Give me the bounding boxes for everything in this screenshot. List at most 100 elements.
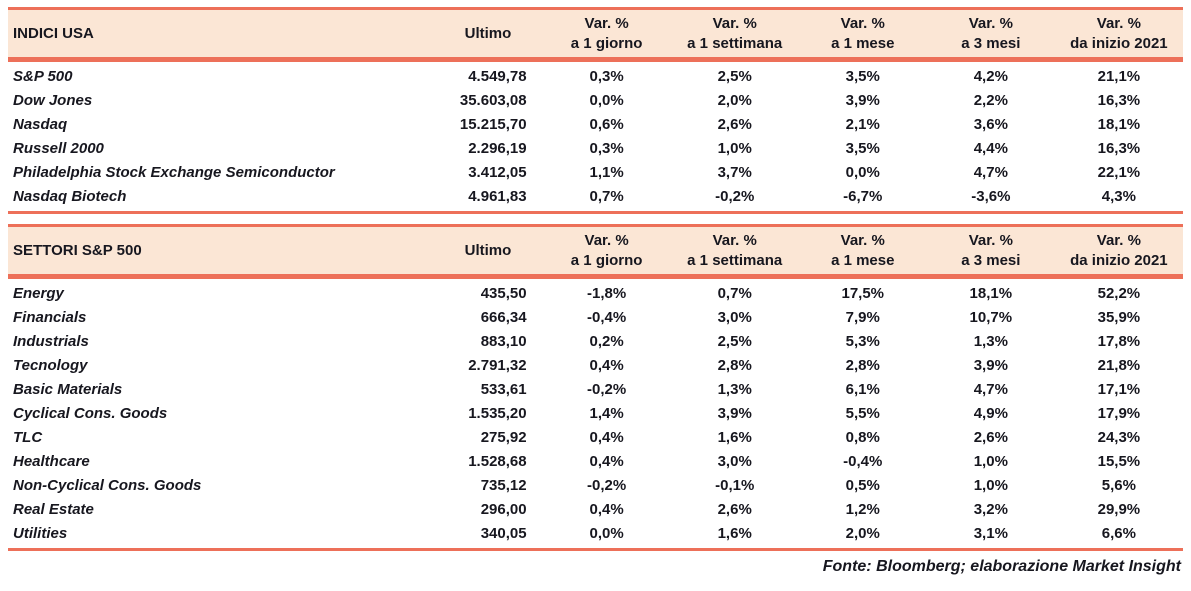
column-header-1-giorno: Var. % a 1 giorno bbox=[543, 14, 671, 54]
row-var-1-mese: 2,1% bbox=[845, 115, 880, 133]
period-label: a 1 settimana bbox=[687, 252, 783, 269]
row-var-1-giorno: 0,7% bbox=[589, 187, 624, 205]
table-settori-sp500: SETTORI S&P 500 Ultimo Var. % a 1 giorno… bbox=[8, 224, 1183, 551]
table-title: SETTORI S&P 500 bbox=[13, 242, 142, 259]
row-ultimo: 275,92 bbox=[480, 428, 527, 446]
row-ultimo: 435,50 bbox=[480, 284, 527, 302]
row-ultimo: 1.528,68 bbox=[468, 452, 527, 470]
row-var-1-mese: 1,2% bbox=[845, 500, 880, 518]
row-var-inizio-2021: 18,1% bbox=[1097, 115, 1141, 133]
row-var-1-mese: 7,9% bbox=[845, 308, 880, 326]
row-var-3-mesi: 18,1% bbox=[969, 284, 1013, 302]
row-ultimo: 296,00 bbox=[480, 500, 527, 518]
table-row: Nasdaq Biotech 4.961,83 0,7% -0,2% -6,7%… bbox=[8, 184, 1183, 208]
row-ultimo: 533,61 bbox=[480, 380, 527, 398]
table-row: Non-Cyclical Cons. Goods 735,12 -0,2% -0… bbox=[8, 473, 1183, 497]
table-row: S&P 500 4.549,78 0,3% 2,5% 3,5% 4,2% 21,… bbox=[8, 64, 1183, 88]
row-var-inizio-2021: 35,9% bbox=[1097, 308, 1141, 326]
row-var-1-mese: 3,5% bbox=[845, 139, 880, 157]
row-var-inizio-2021: 52,2% bbox=[1097, 284, 1141, 302]
column-header-3-mesi: Var. % a 3 mesi bbox=[927, 14, 1055, 54]
row-name: Basic Materials bbox=[13, 380, 123, 398]
row-var-inizio-2021: 21,1% bbox=[1097, 67, 1141, 85]
table-gap bbox=[8, 214, 1183, 224]
row-name: Philadelphia Stock Exchange Semiconducto… bbox=[13, 163, 335, 181]
row-var-inizio-2021: 22,1% bbox=[1097, 163, 1141, 181]
row-var-3-mesi: 1,3% bbox=[973, 332, 1008, 350]
row-var-1-settimana: 0,7% bbox=[717, 284, 752, 302]
row-name: Cyclical Cons. Goods bbox=[13, 404, 168, 422]
period-label: a 1 settimana bbox=[687, 35, 783, 52]
var-label: Var. % bbox=[968, 15, 1013, 32]
period-label: a 1 giorno bbox=[570, 35, 643, 52]
period-label: da inizio 2021 bbox=[1070, 252, 1168, 269]
row-var-1-mese: 3,5% bbox=[845, 67, 880, 85]
row-var-1-giorno: 1,4% bbox=[589, 404, 624, 422]
row-var-1-giorno: -1,8% bbox=[587, 284, 627, 302]
row-ultimo: 35.603,08 bbox=[459, 91, 527, 109]
row-ultimo: 883,10 bbox=[480, 332, 527, 350]
column-header-inizio-2021: Var. % da inizio 2021 bbox=[1055, 231, 1183, 271]
row-var-3-mesi: 4,7% bbox=[973, 380, 1008, 398]
row-name: Nasdaq bbox=[13, 115, 68, 133]
row-var-1-settimana: -0,1% bbox=[715, 476, 755, 494]
row-var-1-giorno: -0,4% bbox=[587, 308, 627, 326]
row-var-inizio-2021: 17,8% bbox=[1097, 332, 1141, 350]
table-header-settori-sp500: SETTORI S&P 500 Ultimo Var. % a 1 giorno… bbox=[8, 224, 1183, 274]
row-var-1-settimana: 2,6% bbox=[717, 500, 752, 518]
row-var-1-mese: 5,3% bbox=[845, 332, 880, 350]
row-var-1-settimana: 1,3% bbox=[717, 380, 752, 398]
column-header-1-settimana: Var. % a 1 settimana bbox=[671, 14, 799, 54]
row-ultimo: 735,12 bbox=[480, 476, 527, 494]
table-row: Russell 2000 2.296,19 0,3% 1,0% 3,5% 4,4… bbox=[8, 136, 1183, 160]
row-var-1-giorno: 0,4% bbox=[589, 356, 624, 374]
row-name: Russell 2000 bbox=[13, 139, 104, 157]
row-var-inizio-2021: 29,9% bbox=[1097, 500, 1141, 518]
row-var-inizio-2021: 24,3% bbox=[1097, 428, 1141, 446]
row-var-1-mese: 3,9% bbox=[845, 91, 880, 109]
row-var-3-mesi: 4,4% bbox=[973, 139, 1008, 157]
var-label: Var. % bbox=[712, 15, 757, 32]
table-row: Nasdaq 15.215,70 0,6% 2,6% 2,1% 3,6% 18,… bbox=[8, 112, 1183, 136]
row-var-1-mese: -0,4% bbox=[843, 452, 883, 470]
row-name: S&P 500 bbox=[13, 67, 73, 85]
row-var-1-mese: 6,1% bbox=[845, 380, 880, 398]
row-ultimo: 4.549,78 bbox=[468, 67, 527, 85]
row-var-1-settimana: -0,2% bbox=[715, 187, 755, 205]
row-name: Nasdaq Biotech bbox=[13, 187, 127, 205]
row-var-1-giorno: 0,4% bbox=[589, 452, 624, 470]
table-row: Financials 666,34 -0,4% 3,0% 7,9% 10,7% … bbox=[8, 305, 1183, 329]
row-var-1-mese: 5,5% bbox=[845, 404, 880, 422]
row-name: Utilities bbox=[13, 524, 68, 542]
row-var-1-mese: -6,7% bbox=[843, 187, 883, 205]
row-var-3-mesi: 3,6% bbox=[973, 115, 1008, 133]
row-var-1-giorno: 0,2% bbox=[589, 332, 624, 350]
row-var-inizio-2021: 15,5% bbox=[1097, 452, 1141, 470]
row-ultimo: 2.791,32 bbox=[468, 356, 527, 374]
row-var-1-giorno: -0,2% bbox=[587, 476, 627, 494]
row-var-3-mesi: 4,2% bbox=[973, 67, 1008, 85]
row-var-inizio-2021: 16,3% bbox=[1097, 139, 1141, 157]
row-var-1-settimana: 1,6% bbox=[717, 524, 752, 542]
row-ultimo: 666,34 bbox=[480, 308, 527, 326]
period-label: a 3 mesi bbox=[961, 252, 1021, 269]
header-separator bbox=[8, 274, 1183, 279]
table-row: Tecnology 2.791,32 0,4% 2,8% 2,8% 3,9% 2… bbox=[8, 353, 1183, 377]
row-var-1-settimana: 2,5% bbox=[717, 67, 752, 85]
row-var-3-mesi: 3,1% bbox=[973, 524, 1008, 542]
row-ultimo: 2.296,19 bbox=[468, 139, 527, 157]
column-header-inizio-2021: Var. % da inizio 2021 bbox=[1055, 14, 1183, 54]
row-var-1-settimana: 3,9% bbox=[717, 404, 752, 422]
column-header-1-giorno: Var. % a 1 giorno bbox=[543, 231, 671, 271]
row-var-1-giorno: 0,0% bbox=[589, 524, 624, 542]
table-row: Healthcare 1.528,68 0,4% 3,0% -0,4% 1,0%… bbox=[8, 449, 1183, 473]
var-label: Var. % bbox=[1096, 232, 1141, 249]
column-header-1-settimana: Var. % a 1 settimana bbox=[671, 231, 799, 271]
row-name: Healthcare bbox=[13, 452, 90, 470]
table-row: Utilities 340,05 0,0% 1,6% 2,0% 3,1% 6,6… bbox=[8, 521, 1183, 545]
table-row: Philadelphia Stock Exchange Semiconducto… bbox=[8, 160, 1183, 184]
table-header-indici-usa: INDICI USA Ultimo Var. % a 1 giorno Var.… bbox=[8, 7, 1183, 57]
row-var-inizio-2021: 6,6% bbox=[1101, 524, 1136, 542]
var-label: Var. % bbox=[968, 232, 1013, 249]
row-var-3-mesi: 2,6% bbox=[973, 428, 1008, 446]
